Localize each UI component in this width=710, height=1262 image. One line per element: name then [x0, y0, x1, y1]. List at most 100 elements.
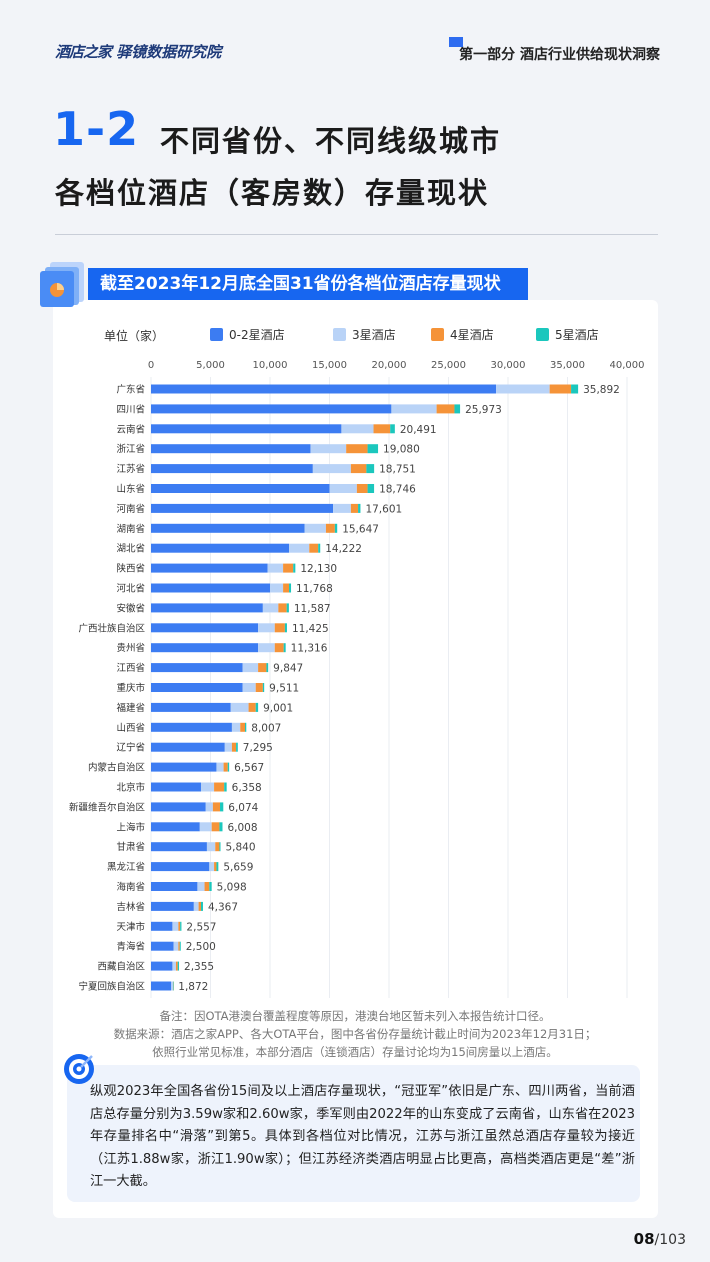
bar-segment — [151, 921, 173, 931]
bar-segment — [255, 702, 259, 712]
category-label: 贵州省 — [116, 642, 145, 654]
category-label: 广东省 — [116, 384, 145, 396]
bar-segment — [258, 643, 275, 653]
bar-segment — [216, 762, 224, 772]
bar-segment — [151, 643, 259, 653]
page-title-line2: 各档位酒店（客房数）存量现状 — [55, 176, 490, 210]
page-number: 08/103 — [634, 1230, 686, 1248]
bar-segment — [151, 742, 225, 752]
data-label: 11,587 — [294, 603, 331, 615]
bar-segment — [258, 663, 267, 673]
bar-segment — [209, 882, 212, 891]
data-label: 11,316 — [291, 643, 328, 655]
category-label: 黑龙江省 — [107, 861, 145, 873]
bar-segment — [193, 901, 199, 911]
bar-segment — [309, 543, 319, 553]
bar-segment — [151, 802, 206, 812]
bar-segment — [216, 862, 219, 872]
bar-segment — [214, 862, 217, 872]
category-label: 山东省 — [116, 483, 145, 495]
bar-segment — [270, 583, 284, 593]
x-tick-label: 0 — [148, 360, 154, 371]
bar-segment — [220, 802, 224, 812]
bar-segment — [200, 782, 215, 792]
section-number: 1-2 — [53, 102, 140, 156]
bar-segment — [293, 563, 296, 573]
bar-segment — [197, 882, 205, 891]
bar-segment — [227, 762, 230, 772]
legend-label: 0-2星酒店 — [229, 328, 285, 342]
x-tick-label: 10,000 — [253, 360, 288, 371]
category-label: 内蒙古自治区 — [88, 762, 146, 774]
bar-segment — [245, 722, 247, 732]
x-tick-label: 20,000 — [372, 360, 407, 371]
legend-label: 3星酒店 — [352, 328, 396, 342]
data-label: 18,746 — [379, 484, 416, 496]
bar-segment — [278, 603, 287, 613]
bar-segment — [212, 802, 221, 812]
bar-segment — [255, 683, 263, 692]
data-label: 2,355 — [184, 961, 214, 973]
bar-segment — [204, 882, 210, 891]
bar-segment — [262, 683, 265, 692]
x-tick-label: 25,000 — [431, 360, 466, 371]
legend-item-5-star: 5星酒店 — [536, 326, 599, 342]
bar-segment — [289, 543, 310, 553]
bar-segment — [242, 683, 256, 692]
legend-item-3-star: 3星酒店 — [333, 326, 396, 342]
bar-segment — [373, 424, 391, 434]
bar-segment — [177, 961, 180, 971]
bar-segment — [178, 941, 180, 951]
bar-segment — [151, 722, 232, 732]
bar-segment — [236, 742, 238, 752]
bar-segment — [180, 921, 182, 931]
page-title-line1: 不同省份、不同线级城市 — [160, 124, 502, 158]
x-tick-label: 35,000 — [550, 360, 585, 371]
bar-segment — [289, 583, 292, 593]
bar-segment — [436, 404, 455, 414]
bar-segment — [258, 623, 275, 633]
category-label: 青海省 — [116, 941, 145, 953]
legend-swatch — [333, 328, 346, 341]
category-label: 江苏省 — [116, 463, 145, 475]
bar-segment — [151, 842, 207, 852]
category-label: 安徽省 — [116, 602, 145, 614]
bar-segment — [367, 444, 379, 454]
bar-segment — [231, 722, 241, 732]
bar-segment — [171, 981, 174, 991]
data-label: 9,511 — [269, 683, 299, 695]
bar-segment — [549, 384, 572, 394]
data-label: 12,130 — [300, 563, 337, 575]
bar-segment — [496, 384, 550, 394]
legend-swatch — [431, 328, 444, 341]
bar-segment — [248, 702, 256, 712]
bar-segment — [310, 444, 347, 454]
brand-logo: 酒店之家 驿镜数据研究院 — [55, 41, 221, 62]
bar-segment — [151, 543, 290, 553]
x-tick-label: 30,000 — [491, 360, 526, 371]
bar-segment — [367, 484, 375, 493]
bar-segment — [274, 643, 284, 653]
bar-segment — [151, 822, 200, 832]
bar-segment — [223, 762, 228, 772]
bar-segment — [333, 503, 351, 513]
bar-segment — [341, 424, 374, 434]
data-label: 5,840 — [225, 842, 255, 854]
bar-segment — [151, 484, 330, 493]
chart-book-icon — [40, 262, 84, 307]
data-label: 11,768 — [296, 583, 333, 595]
data-label: 5,098 — [217, 882, 247, 894]
category-label: 四川省 — [116, 403, 145, 415]
bar-segment — [199, 822, 212, 832]
data-label: 6,074 — [228, 802, 258, 814]
bar-segment — [230, 702, 249, 712]
bar-segment — [211, 822, 220, 832]
bar-segment — [151, 941, 174, 951]
bar-segment — [151, 503, 334, 513]
bar-segment — [151, 882, 198, 891]
data-label: 5,659 — [223, 862, 253, 874]
target-icon — [64, 1054, 94, 1084]
x-tick-label: 5,000 — [196, 360, 225, 371]
category-label: 河北省 — [116, 583, 145, 595]
category-label: 甘肃省 — [116, 841, 145, 853]
